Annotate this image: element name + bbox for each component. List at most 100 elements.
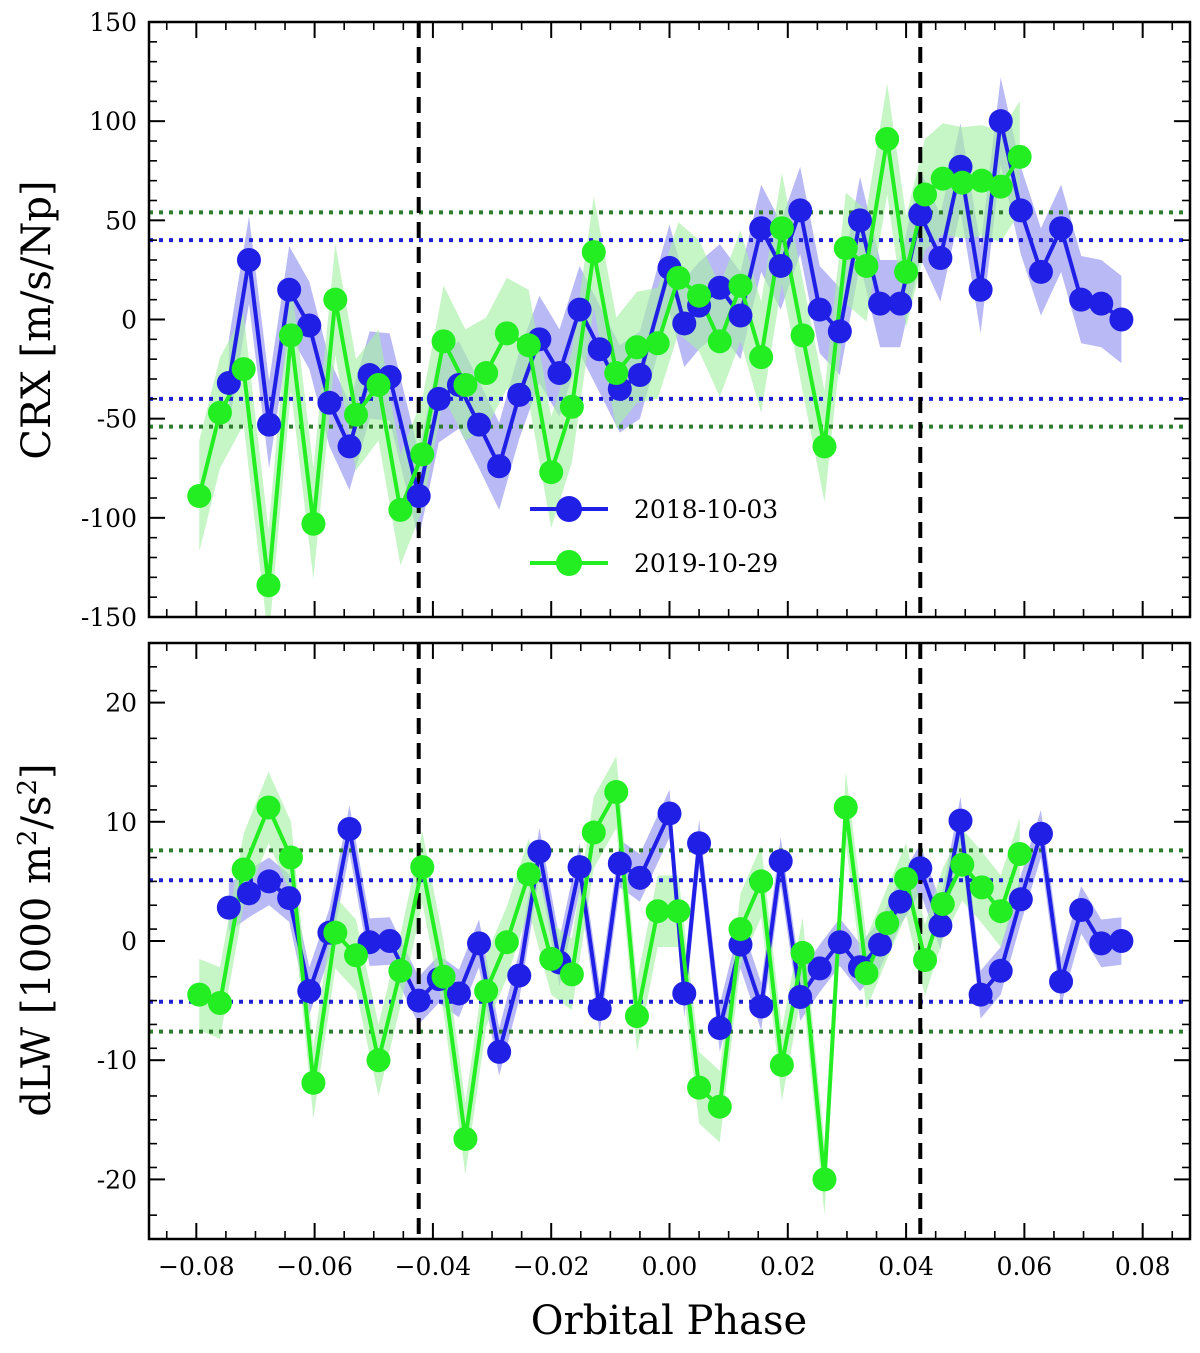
ytick-label-bottom-2: 0 (121, 927, 137, 956)
point-bottom-2018-10-03-39 (1008, 887, 1033, 912)
point-bottom-2018-10-03-21 (657, 801, 682, 826)
point-top-2018-10-03-31 (847, 208, 872, 233)
point-top-2018-10-03-22 (672, 311, 697, 336)
point-bottom-2018-10-03-2 (257, 869, 282, 894)
point-bottom-2019-10-29-12 (453, 1126, 478, 1151)
point-bottom-2018-10-03-42 (1069, 898, 1094, 923)
xtick-label-6: 0.04 (878, 1252, 934, 1281)
point-top-2019-10-29-0 (187, 484, 212, 509)
point-bottom-2019-10-29-38 (988, 899, 1013, 924)
point-top-2018-10-03-33 (888, 291, 913, 316)
point-top-2018-10-03-6 (337, 434, 362, 459)
point-top-2019-10-29-8 (366, 372, 391, 397)
point-top-2018-10-03-40 (1028, 259, 1053, 284)
point-bottom-2018-10-03-35 (928, 913, 953, 938)
point-top-2018-10-03-28 (788, 198, 813, 223)
point-bottom-2018-10-03-38 (988, 958, 1013, 983)
point-bottom-2019-10-29-3 (256, 795, 281, 820)
point-bottom-2018-10-03-37 (968, 982, 993, 1007)
point-bottom-2018-10-03-26 (749, 994, 774, 1019)
legend-label-2018: 2018-10-03 (634, 495, 778, 524)
point-top-2019-10-29-32 (875, 127, 900, 152)
point-top-2019-10-29-34 (913, 182, 938, 207)
point-top-2019-10-29-25 (728, 273, 753, 298)
point-top-2019-10-29-12 (453, 372, 478, 397)
point-top-2019-10-29-39 (1007, 144, 1032, 169)
ytick-label-bottom-4: 20 (105, 689, 137, 718)
point-bottom-2018-10-03-32 (868, 932, 893, 957)
ytick-label-bottom-1: -10 (97, 1046, 137, 1075)
point-bottom-2019-10-29-25 (728, 917, 753, 942)
point-bottom-2018-10-03-4 (297, 979, 322, 1004)
point-bottom-2019-10-29-5 (301, 1070, 326, 1095)
point-top-2019-10-29-38 (988, 174, 1013, 199)
point-top-2019-10-29-22 (666, 265, 691, 290)
point-bottom-2018-10-03-36 (948, 808, 973, 833)
point-top-2019-10-29-28 (790, 323, 815, 348)
point-bottom-2019-10-29-32 (875, 911, 900, 936)
point-bottom-2019-10-29-8 (366, 1048, 391, 1073)
point-top-2018-10-03-41 (1049, 216, 1074, 241)
ytick-label-top-6: 150 (89, 8, 137, 37)
point-bottom-2018-10-03-44 (1109, 929, 1134, 953)
point-top-2018-10-03-13 (487, 454, 512, 479)
point-bottom-2019-10-29-26 (749, 869, 774, 894)
point-bottom-2019-10-29-34 (913, 948, 938, 973)
point-top-2018-10-03-44 (1109, 307, 1134, 332)
point-top-2019-10-29-18 (581, 240, 606, 265)
point-bottom-2018-10-03-8 (377, 929, 402, 953)
ytick-label-top-3: 0 (121, 306, 137, 335)
point-top-2019-10-29-31 (854, 253, 879, 278)
point-bottom-2018-10-03-43 (1089, 931, 1114, 956)
point-top-2018-10-03-29 (807, 297, 832, 322)
point-top-2019-10-29-5 (301, 511, 326, 536)
point-top-2019-10-29-2 (231, 357, 256, 382)
point-top-2019-10-29-11 (431, 329, 456, 354)
legend-label-2019: 2019-10-29 (634, 549, 778, 578)
bottom-ylabel-sup: 2 (13, 830, 43, 847)
point-bottom-2018-10-03-40 (1028, 821, 1053, 846)
point-bottom-2018-10-03-0 (216, 895, 241, 920)
point-bottom-2018-10-03-27 (768, 849, 793, 874)
point-top-2019-10-29-17 (559, 394, 584, 419)
point-bottom-2018-10-03-1 (236, 881, 261, 906)
bottom-ylabel: dLW [1000 m2/s2] (13, 763, 60, 1116)
point-top-2018-10-03-20 (627, 363, 652, 388)
ytick-label-bottom-0: -20 (97, 1165, 137, 1194)
point-top-2019-10-29-9 (388, 497, 413, 522)
ytick-label-top-0: -150 (81, 603, 137, 632)
point-top-2019-10-29-20 (624, 335, 649, 360)
point-bottom-2019-10-29-9 (388, 958, 413, 983)
point-top-2018-10-03-43 (1089, 291, 1114, 316)
point-top-2019-10-29-23 (687, 283, 712, 308)
point-bottom-2019-10-29-19 (604, 780, 629, 804)
xtick-label-7: 0.06 (997, 1252, 1053, 1281)
point-bottom-2019-10-29-10 (410, 855, 435, 880)
ytick-label-top-1: -100 (81, 504, 137, 533)
point-bottom-2018-10-03-15 (527, 839, 552, 864)
point-top-2019-10-29-35 (930, 166, 955, 191)
point-bottom-2019-10-29-17 (559, 962, 584, 987)
point-bottom-2019-10-29-18 (581, 820, 606, 845)
point-bottom-2018-10-03-33 (888, 889, 913, 914)
point-top-2019-10-29-7 (344, 402, 369, 427)
point-bottom-2019-10-29-7 (344, 943, 369, 968)
point-top-2018-10-03-34 (908, 202, 933, 227)
point-top-2019-10-29-37 (969, 168, 994, 193)
point-bottom-2018-10-03-17 (567, 855, 592, 880)
point-top-2018-10-03-17 (567, 297, 592, 322)
xtick-label-4: 0.00 (642, 1252, 698, 1281)
point-top-2019-10-29-24 (707, 329, 732, 354)
xtick-label-5: 0.02 (760, 1252, 816, 1281)
ytick-label-top-2: -50 (97, 405, 137, 434)
point-bottom-2019-10-29-33 (894, 867, 919, 892)
point-bottom-2018-10-03-13 (487, 1039, 512, 1064)
point-bottom-2018-10-03-9 (406, 988, 431, 1013)
point-bottom-2019-10-29-20 (624, 1004, 649, 1029)
point-bottom-2018-10-03-28 (788, 985, 813, 1010)
point-top-2018-10-03-35 (928, 246, 953, 271)
point-bottom-2019-10-29-22 (666, 899, 691, 924)
point-bottom-2019-10-29-13 (474, 979, 499, 1004)
point-bottom-2019-10-29-30 (833, 795, 858, 820)
